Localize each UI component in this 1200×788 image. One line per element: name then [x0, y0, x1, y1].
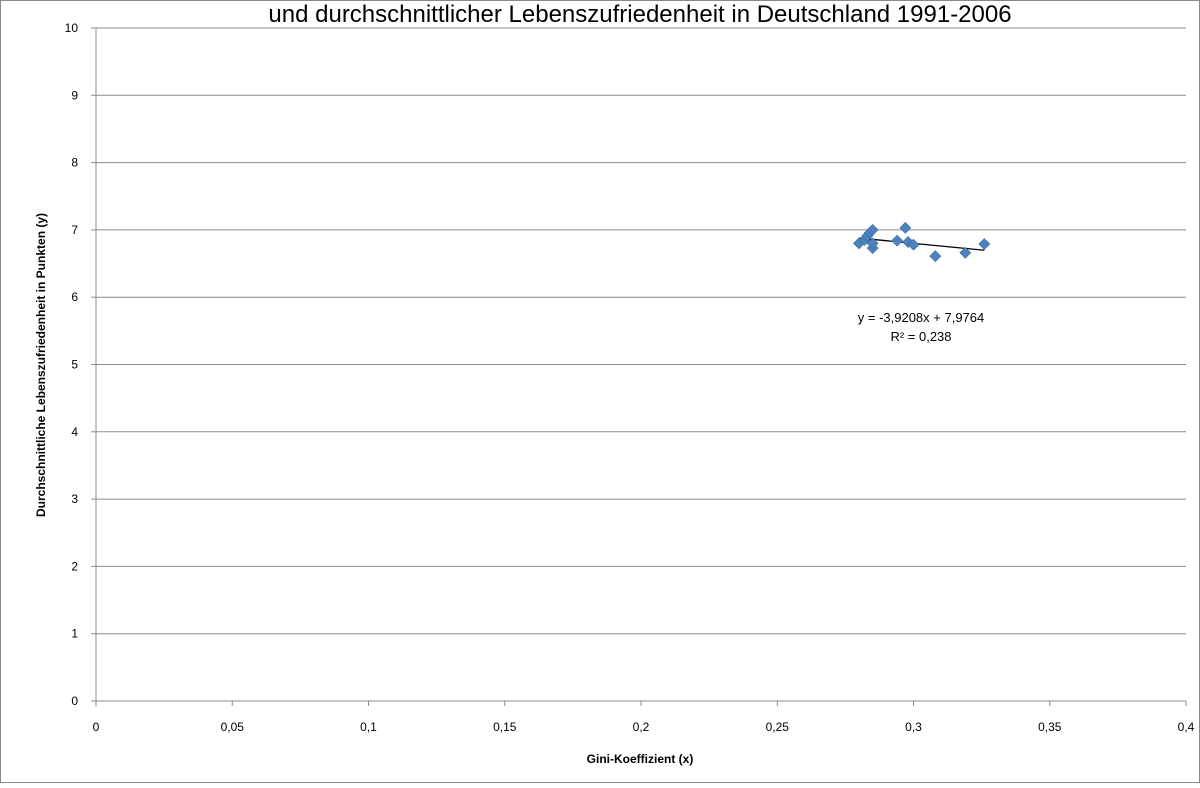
data-point [899, 221, 912, 234]
x-tick-label: 0,2 [633, 720, 650, 734]
data-point [866, 223, 879, 236]
trendline-group [858, 237, 985, 251]
y-axis-label: Durchschnittliche Lebenszufriedenheit in… [34, 213, 48, 517]
trendline-r2: R² = 0,238 [890, 329, 951, 344]
x-axis-label: Gini-Koeffizient (x) [587, 752, 694, 766]
trendline-equation: y = -3,9208x + 7,9764 [858, 310, 984, 325]
y-tick-label: 3 [71, 492, 78, 506]
trendline [858, 237, 985, 251]
y-tick-label: 4 [71, 425, 78, 439]
y-tick-label: 5 [71, 358, 78, 372]
gridlines [96, 27, 1186, 635]
x-tick-label: 0,3 [905, 720, 922, 734]
x-tick-label: 0,15 [493, 720, 517, 734]
data-point [978, 238, 991, 250]
y-tick-label: 9 [71, 88, 78, 102]
data-points [853, 221, 991, 263]
y-tick-label: 1 [71, 627, 78, 641]
y-tick-label: 10 [65, 21, 79, 35]
x-tick-label: 0 [93, 720, 100, 734]
x-tick-label: 0,25 [766, 720, 790, 734]
y-tick-label: 6 [71, 290, 78, 304]
y-tick-label: 8 [71, 156, 78, 170]
x-tick-label: 0,4 [1178, 720, 1195, 734]
y-tick-label: 2 [71, 559, 78, 573]
x-tick-labels: 0 0,05 0,1 0,15 0,2 0,25 0,3 0,35 0,4 [93, 720, 1195, 734]
y-tick-label: 0 [71, 694, 78, 708]
x-tick-label: 0,05 [221, 720, 245, 734]
data-point [929, 250, 942, 263]
axes [91, 27, 1187, 706]
data-point [959, 246, 972, 259]
chart-title: und durchschnittlicher Lebenszufriedenhe… [268, 1, 1011, 28]
data-point [866, 237, 879, 250]
x-tick-label: 0,1 [360, 720, 377, 734]
data-point [907, 238, 920, 251]
x-tick-label: 0,35 [1038, 720, 1062, 734]
y-tick-labels: 0 1 2 3 4 5 6 7 8 9 10 [65, 21, 79, 708]
data-point [891, 234, 904, 247]
y-tick-label: 7 [71, 223, 78, 237]
